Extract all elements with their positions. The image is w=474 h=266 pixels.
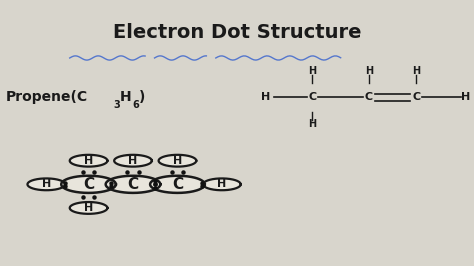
Text: 3: 3 xyxy=(114,100,120,110)
Text: H: H xyxy=(365,66,373,76)
Polygon shape xyxy=(114,155,152,167)
Text: H: H xyxy=(42,179,51,189)
Text: ): ) xyxy=(139,90,146,105)
Text: C: C xyxy=(128,177,138,192)
Text: H: H xyxy=(412,66,420,76)
Text: H: H xyxy=(308,66,317,76)
Text: H: H xyxy=(120,90,132,105)
Text: C: C xyxy=(365,93,373,102)
Polygon shape xyxy=(106,176,160,193)
Text: Electron Dot Structure: Electron Dot Structure xyxy=(113,23,361,43)
Polygon shape xyxy=(27,178,65,190)
Text: H: H xyxy=(128,156,137,166)
Polygon shape xyxy=(61,176,116,193)
Polygon shape xyxy=(70,202,108,214)
Polygon shape xyxy=(203,178,241,190)
Text: H: H xyxy=(261,93,270,102)
Text: C: C xyxy=(412,93,420,102)
Text: H: H xyxy=(84,156,93,166)
Polygon shape xyxy=(70,155,108,167)
Text: C: C xyxy=(83,177,94,192)
Polygon shape xyxy=(159,155,196,167)
Text: H: H xyxy=(217,179,227,189)
Text: C: C xyxy=(172,177,183,192)
Text: H: H xyxy=(308,119,317,129)
Text: H: H xyxy=(84,203,93,213)
Text: 6: 6 xyxy=(132,100,139,110)
Text: H: H xyxy=(173,156,182,166)
Text: Propene(C: Propene(C xyxy=(6,90,88,105)
Text: H: H xyxy=(461,93,470,102)
Polygon shape xyxy=(150,176,205,193)
Text: C: C xyxy=(308,93,317,102)
